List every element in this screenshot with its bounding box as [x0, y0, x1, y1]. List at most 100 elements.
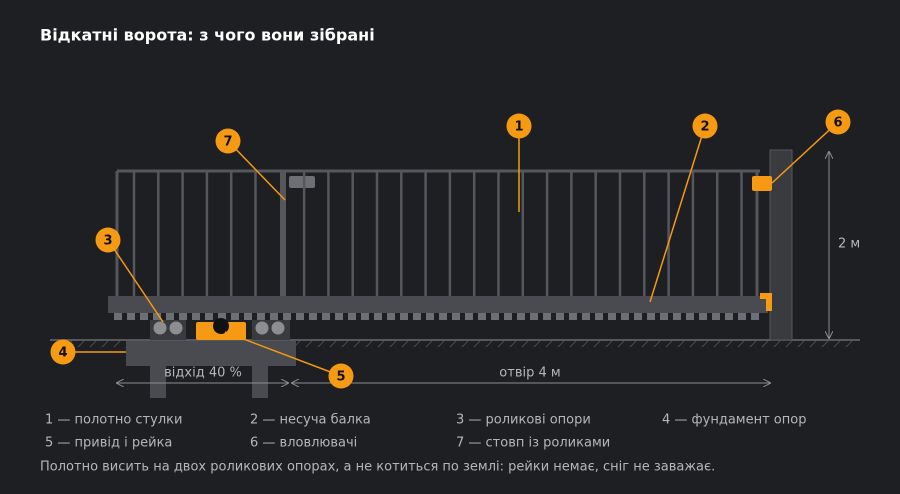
legend-item: 7 — стовп із роликами [456, 436, 610, 451]
hatch-line [401, 340, 409, 348]
hatch-line [557, 340, 565, 348]
hatch-line [305, 340, 313, 348]
rack-tooth [231, 313, 239, 320]
callout-badge [328, 363, 354, 389]
legend-item: 3 — роликові опори [456, 413, 591, 428]
callout-number: 1 [514, 120, 523, 135]
hatch-line [641, 340, 649, 348]
callout-badge [506, 113, 532, 139]
hatch-line [77, 340, 85, 348]
callout-leader [771, 121, 839, 184]
legend-item: 4 — фундамент опор [662, 413, 806, 428]
hatch-line [377, 340, 385, 348]
rack-tooth [738, 313, 746, 320]
rack-tooth [361, 313, 369, 320]
rack-tooth [439, 313, 447, 320]
rack-tooth [374, 313, 382, 320]
roller [271, 321, 285, 335]
rack-tooth [647, 313, 655, 320]
rack [114, 313, 759, 320]
callout-number: 2 [700, 120, 709, 135]
title: Відкатні ворота: з чого вони зібрані [40, 26, 375, 45]
hatch-line [713, 340, 721, 348]
rack-tooth [556, 313, 564, 320]
hatch-line [605, 340, 613, 348]
callout-leader [224, 331, 342, 377]
post [769, 149, 793, 341]
rack-tooth [283, 313, 291, 320]
callout-leader [227, 140, 286, 201]
hatch-line [473, 340, 481, 348]
rack-tooth [257, 313, 265, 320]
rack-tooth [426, 313, 434, 320]
note: Полотно висить на двох роликових опорах,… [40, 460, 715, 475]
hatch-line [341, 340, 349, 348]
rack-tooth [400, 313, 408, 320]
hatch-line [749, 340, 757, 348]
catcher [752, 176, 772, 191]
hatch-line [665, 340, 673, 348]
legend-item: 6 — вловлювачі [250, 436, 357, 451]
callout-number: 5 [336, 370, 345, 385]
beam [108, 296, 768, 313]
hatch-line [545, 340, 553, 348]
rack-tooth [309, 313, 317, 320]
callout-number: 7 [223, 135, 232, 150]
opening-label: отвір 4 м [499, 366, 560, 381]
rack-tooth [543, 313, 551, 320]
hatch-line [821, 340, 829, 348]
rack-tooth [166, 313, 174, 320]
hatch-line [437, 340, 445, 348]
hatch-line [89, 340, 97, 348]
hatch-line [581, 340, 589, 348]
callout-leader [649, 125, 706, 303]
hatch-line [389, 340, 397, 348]
rack-tooth [205, 313, 213, 320]
legend-item: 2 — несуча балка [250, 413, 371, 428]
hatch-line [845, 340, 853, 348]
rack-tooth [517, 313, 525, 320]
hatch-line [701, 340, 709, 348]
rack-tooth [673, 313, 681, 320]
hatch-line [353, 340, 361, 348]
callout-leader [107, 239, 164, 323]
rack-tooth [686, 313, 694, 320]
rack-tooth [322, 313, 330, 320]
rack-tooth [218, 313, 226, 320]
callout-badge [215, 128, 241, 154]
rack-tooth [140, 313, 148, 320]
hatch-line [797, 340, 805, 348]
rack-tooth [699, 313, 707, 320]
rack-tooth [127, 313, 135, 320]
rack-tooth [660, 313, 668, 320]
callout-badge [50, 339, 76, 365]
hatch-line [425, 340, 433, 348]
hatch-line [521, 340, 529, 348]
hatch-line [653, 340, 661, 348]
hatch-line [101, 340, 109, 348]
hatch-line [689, 340, 697, 348]
callout-number: 6 [833, 116, 842, 131]
hatch-line [509, 340, 517, 348]
callout-number: 4 [58, 346, 67, 361]
hatch-line [725, 340, 733, 348]
rack-tooth [335, 313, 343, 320]
rack-tooth [504, 313, 512, 320]
rack-tooth [270, 313, 278, 320]
hatch-line [485, 340, 493, 348]
hatch-line [317, 340, 325, 348]
rack-tooth [608, 313, 616, 320]
hatch-line [569, 340, 577, 348]
foundation [126, 341, 296, 398]
callout-badge [825, 109, 851, 135]
hatch-line [737, 340, 745, 348]
rack-tooth [712, 313, 720, 320]
rack-tooth [413, 313, 421, 320]
rack-tooth [595, 313, 603, 320]
rack-tooth [751, 313, 759, 320]
rack-tooth [491, 313, 499, 320]
hatch-line [497, 340, 505, 348]
hatch-line [629, 340, 637, 348]
rack-tooth [387, 313, 395, 320]
